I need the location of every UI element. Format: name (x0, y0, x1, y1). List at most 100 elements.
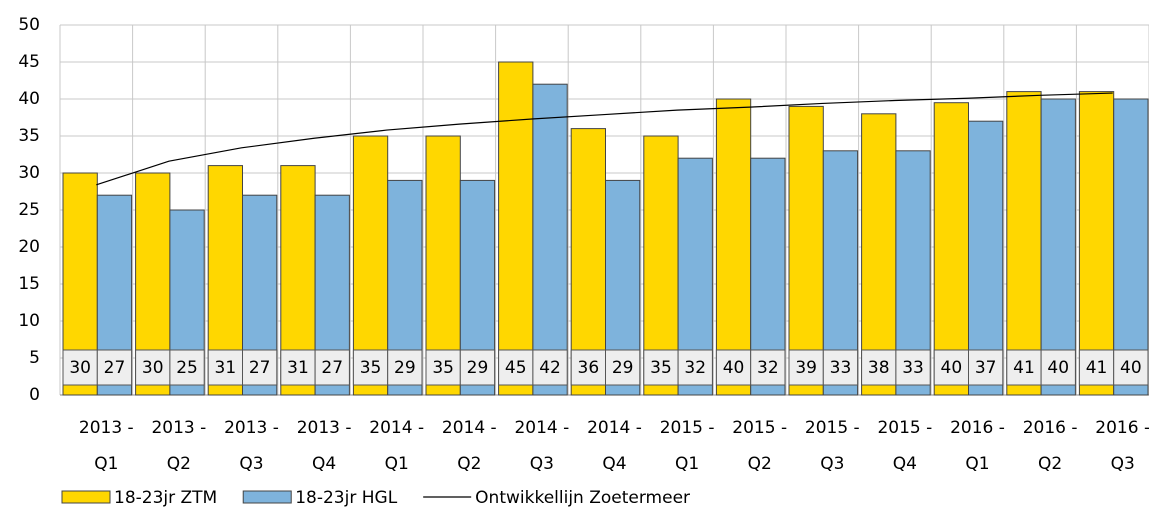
bar (788, 105, 824, 396)
x-tick-label: 2014 - (514, 418, 569, 438)
data-label-box (968, 349, 1004, 386)
data-label-box (62, 349, 98, 386)
x-tick-label: 2016 - (950, 418, 1005, 438)
data-label: 30 (69, 358, 91, 378)
bar (968, 120, 1004, 396)
y-tick-label: 40 (18, 89, 40, 109)
x-tick-label: Q2 (167, 454, 191, 474)
data-label-box (788, 349, 824, 386)
x-tick-label: 2016 - (1023, 418, 1078, 438)
data-label-box (1040, 349, 1076, 386)
data-label: 29 (612, 358, 634, 378)
data-label-box (1006, 349, 1042, 386)
data-label: 37 (975, 358, 997, 378)
legend-swatch (61, 490, 111, 504)
bar (715, 98, 752, 396)
x-tick-label: 2015 - (732, 418, 787, 438)
x-tick-label: Q1 (675, 454, 699, 474)
data-label-box (861, 349, 897, 386)
bar (1078, 91, 1115, 396)
data-label: 27 (249, 358, 271, 378)
data-label-box (242, 349, 278, 386)
data-label: 40 (723, 358, 745, 378)
x-tick-label: 2013 - (79, 418, 134, 438)
y-tick-label: 25 (18, 200, 40, 220)
x-tick-label: 2013 - (151, 418, 206, 438)
data-label: 39 (795, 358, 817, 378)
x-tick-label: Q1 (94, 454, 118, 474)
x-tick-label: 2015 - (877, 418, 932, 438)
x-tick-label: Q3 (239, 454, 263, 474)
data-label-box (459, 349, 496, 386)
data-label-box (532, 349, 568, 386)
x-tick-label: 2014 - (587, 418, 642, 438)
data-label-box (498, 349, 534, 386)
data-label: 35 (360, 358, 382, 378)
legend-label: 18-23jr ZTM (114, 488, 217, 508)
data-label-box (314, 349, 350, 386)
x-tick-label: Q1 (385, 454, 409, 474)
y-tick-label: 50 (18, 15, 40, 35)
bar (1113, 98, 1149, 396)
data-label-box (96, 349, 133, 386)
x-tick-label: Q4 (893, 454, 917, 474)
data-label-box (352, 349, 389, 386)
legend-label: 18-23jr HGL (295, 488, 397, 508)
data-label: 35 (650, 358, 672, 378)
x-tick-label: Q4 (312, 454, 336, 474)
x-tick-label: 2015 - (805, 418, 860, 438)
data-label: 42 (539, 358, 561, 378)
bar (861, 113, 897, 396)
data-label-box (822, 349, 859, 386)
y-tick-label: 35 (18, 126, 40, 146)
data-label-box (1078, 349, 1115, 386)
data-label: 25 (176, 358, 198, 378)
x-tick-label: 2014 - (442, 418, 497, 438)
bar (933, 102, 970, 396)
data-label: 40 (1047, 358, 1069, 378)
data-label: 27 (104, 358, 126, 378)
data-label-box (135, 349, 171, 386)
x-tick-label: 2016 - (1095, 418, 1149, 438)
bar (498, 61, 534, 396)
y-tick-label: 20 (18, 237, 40, 257)
x-tick-label: 2014 - (369, 418, 424, 438)
data-label-box (280, 349, 316, 386)
x-tick-label: 2013 - (297, 418, 352, 438)
legend-swatch (242, 490, 292, 504)
data-label: 45 (505, 358, 527, 378)
data-label: 31 (287, 358, 309, 378)
data-label: 41 (1086, 358, 1108, 378)
data-label-box (933, 349, 970, 386)
data-label: 29 (394, 358, 416, 378)
x-tick-label: Q3 (1111, 454, 1135, 474)
data-label-box (1113, 349, 1149, 386)
data-label: 31 (215, 358, 237, 378)
x-tick-label: Q2 (1038, 454, 1062, 474)
data-label: 41 (1013, 358, 1035, 378)
y-tick-label: 15 (18, 274, 40, 294)
y-tick-label: 0 (29, 385, 40, 405)
x-tick-label: Q1 (965, 454, 989, 474)
data-label: 33 (830, 358, 852, 378)
data-label: 38 (868, 358, 890, 378)
y-tick-label: 10 (18, 311, 40, 331)
trend-line (96, 92, 1113, 186)
x-tick-label: 2013 - (224, 418, 279, 438)
data-label-box (750, 349, 786, 386)
data-label-box (677, 349, 713, 386)
legend-label: Ontwikkellijn Zoetermeer (475, 488, 690, 508)
data-label: 32 (757, 358, 779, 378)
y-tick-label: 5 (29, 348, 40, 368)
x-tick-label: Q3 (820, 454, 844, 474)
data-label-box (605, 349, 641, 386)
x-tick-label: Q4 (602, 454, 626, 474)
bar (1006, 91, 1042, 396)
x-tick-label: Q3 (530, 454, 554, 474)
data-label: 29 (467, 358, 489, 378)
x-tick-label: 2015 - (660, 418, 715, 438)
x-tick-label: Q2 (457, 454, 481, 474)
bar (1040, 98, 1076, 396)
y-tick-label: 30 (18, 163, 40, 183)
